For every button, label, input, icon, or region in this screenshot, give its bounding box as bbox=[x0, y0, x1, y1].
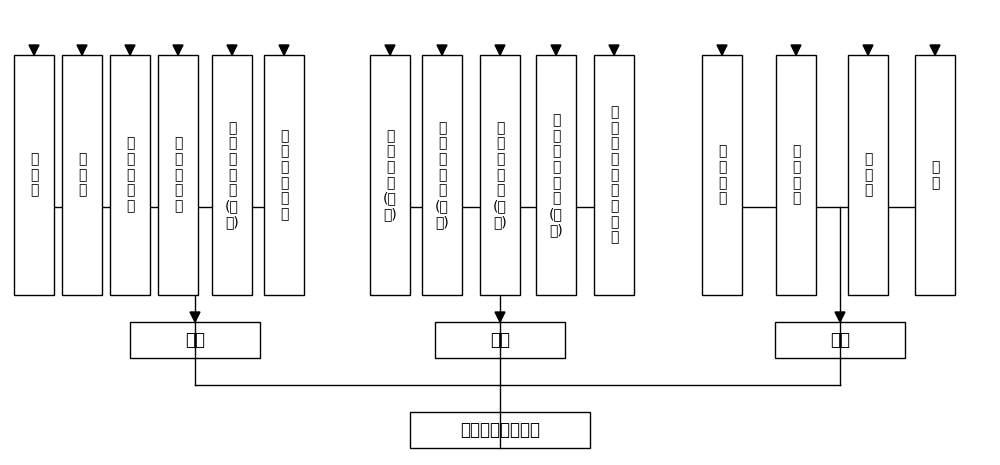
Polygon shape bbox=[930, 45, 940, 55]
Bar bbox=[435, 322, 565, 358]
Bar bbox=[594, 55, 634, 295]
Text: 触控式控制板组件: 触控式控制板组件 bbox=[460, 421, 540, 439]
Polygon shape bbox=[173, 45, 183, 55]
Text: 控
制
板
组
件
功
能
软
件: 控 制 板 组 件 功 能 软 件 bbox=[610, 106, 618, 245]
Text: 显
示
屏: 显 示 屏 bbox=[78, 153, 86, 198]
Polygon shape bbox=[609, 45, 619, 55]
Bar bbox=[410, 412, 590, 448]
Bar bbox=[212, 55, 252, 295]
Polygon shape bbox=[279, 45, 289, 55]
Bar bbox=[480, 55, 520, 295]
Polygon shape bbox=[29, 45, 39, 55]
Text: 触
摸
屏: 触 摸 屏 bbox=[30, 153, 38, 198]
Bar bbox=[264, 55, 304, 295]
Bar bbox=[62, 55, 102, 295]
Text: 人
机
交
互
逻
辑
(可
选): 人 机 交 互 逻 辑 (可 选) bbox=[549, 113, 563, 237]
Bar bbox=[110, 55, 150, 295]
Bar bbox=[370, 55, 410, 295]
Bar bbox=[14, 55, 54, 295]
Text: 通
讯
接
口
板: 通 讯 接 口 板 bbox=[174, 137, 182, 213]
Bar bbox=[848, 55, 888, 295]
Polygon shape bbox=[551, 45, 561, 55]
Text: 控
制
板
界
面
(可
选): 控 制 板 界 面 (可 选) bbox=[493, 121, 507, 229]
Text: 处
理
器
核
心
板: 处 理 器 核 心 板 bbox=[280, 129, 288, 221]
Polygon shape bbox=[227, 45, 237, 55]
Bar bbox=[702, 55, 742, 295]
Polygon shape bbox=[835, 312, 845, 322]
Bar bbox=[536, 55, 576, 295]
Polygon shape bbox=[190, 312, 200, 322]
Bar bbox=[130, 322, 260, 358]
Text: 操
作
系
统
(可
选): 操 作 系 统 (可 选) bbox=[383, 129, 397, 221]
Text: 安
装
结
构: 安 装 结 构 bbox=[718, 145, 726, 206]
Polygon shape bbox=[791, 45, 801, 55]
Text: 软件: 软件 bbox=[490, 331, 510, 349]
Text: 结构: 结构 bbox=[830, 331, 850, 349]
Polygon shape bbox=[77, 45, 87, 55]
Bar bbox=[422, 55, 462, 295]
Polygon shape bbox=[125, 45, 135, 55]
Bar bbox=[775, 322, 905, 358]
Polygon shape bbox=[495, 45, 505, 55]
Text: 集
成
框
架: 集 成 框 架 bbox=[792, 145, 800, 206]
Text: 标
准
图
形
库
(可
选): 标 准 图 形 库 (可 选) bbox=[435, 121, 449, 229]
Bar bbox=[915, 55, 955, 295]
Bar bbox=[776, 55, 816, 295]
Polygon shape bbox=[495, 312, 505, 322]
Text: 外
壳
体: 外 壳 体 bbox=[864, 153, 872, 198]
Text: 硬件: 硬件 bbox=[185, 331, 205, 349]
Bar bbox=[158, 55, 198, 295]
Polygon shape bbox=[717, 45, 727, 55]
Polygon shape bbox=[437, 45, 447, 55]
Text: 电
源
驱
动
板: 电 源 驱 动 板 bbox=[126, 137, 134, 213]
Text: 显
示
处
理
板
(可
选): 显 示 处 理 板 (可 选) bbox=[225, 121, 239, 229]
Text: 线
束: 线 束 bbox=[931, 160, 939, 190]
Polygon shape bbox=[385, 45, 395, 55]
Polygon shape bbox=[863, 45, 873, 55]
